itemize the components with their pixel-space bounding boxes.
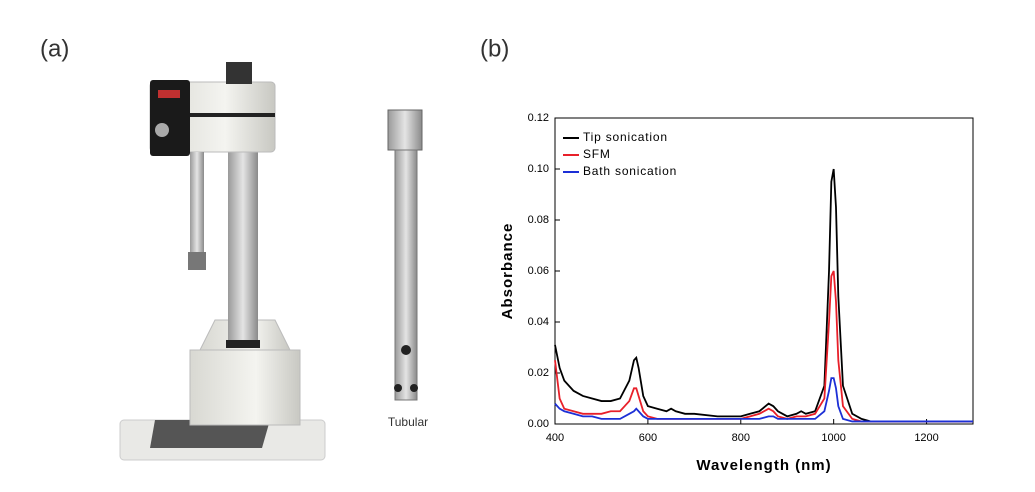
panel-label: (b) — [480, 35, 509, 62]
x-tick-label: 800 — [732, 432, 750, 444]
y-axis-label: Absorbance — [499, 223, 516, 320]
x-tick-label: 1000 — [821, 432, 845, 444]
x-tick-label: 1200 — [914, 432, 938, 444]
legend-label: Tip sonication — [583, 130, 668, 144]
series-line — [554, 168, 973, 423]
y-tick-label: 0.00 — [528, 418, 549, 430]
legend-label: SFM — [583, 147, 611, 161]
series-line — [554, 270, 973, 423]
panel-label: (a) — [40, 35, 69, 62]
photo-caption: Tubular — [388, 415, 428, 429]
x-axis-label: Wavelength (nm) — [696, 457, 831, 474]
y-tick-label: 0.08 — [528, 214, 549, 226]
x-tick-label: 400 — [546, 432, 564, 444]
y-tick-label: 0.10 — [528, 163, 549, 175]
y-tick-label: 0.02 — [528, 367, 549, 379]
chart: 0.00 0.02 0.04 0.06 0.08 0.10 0.12 400 600 800 100… — [499, 112, 974, 474]
series-line — [554, 377, 973, 423]
x-tick-label: 600 — [639, 432, 657, 444]
y-tick-label: 0.12 — [528, 112, 549, 124]
plot-frame — [554, 117, 974, 425]
sonicator-photo — [119, 62, 326, 461]
legend-label: Bath sonication — [583, 164, 677, 178]
probe-photo — [387, 109, 423, 401]
y-tick-label: 0.04 — [528, 316, 549, 328]
y-tick-label: 0.06 — [528, 265, 549, 277]
